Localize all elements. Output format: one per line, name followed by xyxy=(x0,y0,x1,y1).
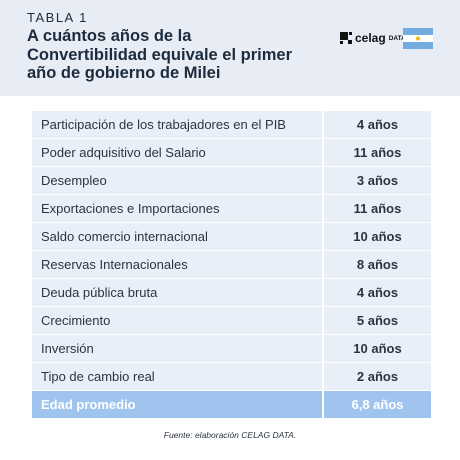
value-cell: 10 años xyxy=(324,335,431,362)
value-cell: 3 años xyxy=(324,167,431,194)
label-cell: Exportaciones e Importaciones xyxy=(32,195,324,222)
table-row: Poder adquisitivo del Salario 11 años xyxy=(32,139,431,167)
label-cell: Crecimiento xyxy=(32,307,324,334)
logo-sub: DATA xyxy=(388,34,406,42)
value-cell: 10 años xyxy=(324,223,431,250)
table-row: Inversión 10 años xyxy=(32,335,431,363)
table-row: Saldo comercio internacional 10 años xyxy=(32,223,431,251)
table-row: Reservas Internacionales 8 años xyxy=(32,251,431,279)
value-cell: 11 años xyxy=(324,195,431,222)
label-cell: Participación de los trabajadores en el … xyxy=(32,111,324,138)
label-cell: Reservas Internacionales xyxy=(32,251,324,278)
header: TABLA 1 A cuántos años de la Convertibili… xyxy=(0,0,460,96)
value-cell: 8 años xyxy=(324,251,431,278)
kicker: TABLA 1 xyxy=(27,10,88,25)
label-cell: Tipo de cambio real xyxy=(32,363,324,390)
table-row: Tipo de cambio real 2 años xyxy=(32,363,431,391)
table-row: Deuda pública bruta 4 años xyxy=(32,279,431,307)
value-cell: 4 años xyxy=(324,111,431,138)
title-line: Convertibilidad equivale el primer xyxy=(27,45,292,64)
flag xyxy=(403,28,433,49)
title: A cuántos años de la Convertibilidad equi… xyxy=(27,27,347,83)
value-cell: 11 años xyxy=(324,139,431,166)
table-row: Participación de los trabajadores en el … xyxy=(32,111,431,139)
label-cell: Desempleo xyxy=(32,167,324,194)
logo-brand: celag xyxy=(355,31,386,45)
title-line: A cuántos años de la xyxy=(27,27,192,45)
label-cell: Deuda pública bruta xyxy=(32,279,324,306)
logo-icon xyxy=(340,32,352,44)
total-label: Edad promedio xyxy=(32,391,324,418)
value-cell: 2 años xyxy=(324,363,431,390)
title-line: año de gobierno de Milei xyxy=(27,64,221,82)
table-row: Desempleo 3 años xyxy=(32,167,431,195)
source: Fuente: elaboración CELAG DATA. xyxy=(163,430,297,440)
label-cell: Poder adquisitivo del Salario xyxy=(32,139,324,166)
value-cell: 5 años xyxy=(324,307,431,334)
logo: celag DATA xyxy=(340,30,406,46)
table-row: Exportaciones e Importaciones 11 años xyxy=(32,195,431,223)
label-cell: Inversión xyxy=(32,335,324,362)
total-row: Edad promedio 6,8 años xyxy=(32,391,431,419)
label-cell: Saldo comercio internacional xyxy=(32,223,324,250)
table-row: Crecimiento 5 años xyxy=(32,307,431,335)
value-cell: 4 años xyxy=(324,279,431,306)
total-value: 6,8 años xyxy=(324,391,431,418)
table: Participación de los trabajadores en el … xyxy=(32,111,431,419)
